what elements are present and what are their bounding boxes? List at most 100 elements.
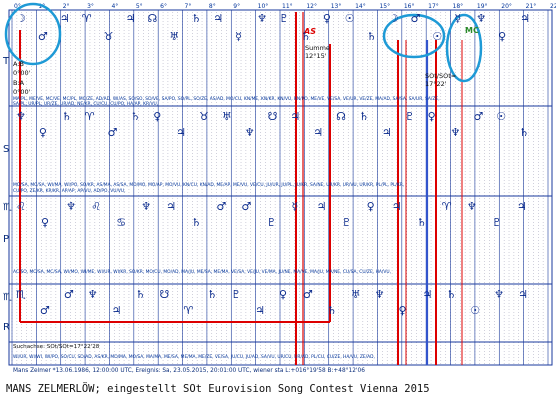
planet-glyph: ♆ [494,288,504,301]
planet-glyph: ♂ [40,304,50,317]
planet-glyph: ♆ [141,200,151,213]
planet-glyph: ♇ [279,12,289,25]
planet-glyph: ☊ [336,110,346,123]
planet-glyph: ♃ [60,12,70,25]
planet-glyph: ♃ [255,304,265,317]
degree-label: 3° [87,3,94,10]
degree-labels: 0° 1° 2° 3° 4° 5° 6° 7° 8° 9° 10° 11° 12° 13° 14° 15° 16… [14,3,556,10]
planet-glyph: ♄ [62,110,72,123]
planet-glyph: ♂ [64,288,74,301]
planet-glyph: ♄ [327,304,337,317]
planet-glyph: ♈ [442,200,452,213]
planet-glyph: ♄ [417,216,427,229]
planet-glyph: ♂ [38,30,48,43]
planet-glyph: ♃ [313,126,323,139]
planet-glyph: ♄ [207,288,217,301]
aspect-row: WI/UR, WI/WI, WI/PO, SO/CU, SO/AD, AS/KR… [13,354,375,360]
planet-glyph: ☽ [16,12,26,25]
degree-label: 6° [160,3,167,10]
planet-glyph: ☋ [159,288,169,301]
degree-label: 2° [63,3,70,10]
highlight-circle-middle [382,13,446,59]
degree-label: 22° [550,3,556,10]
planet-glyph: ♆ [245,126,255,139]
planet-glyph: ♄ [519,126,529,139]
planet-glyph: ♇ [342,216,352,229]
planet-glyph: ♃ [518,288,528,301]
planet-glyph: ♆ [451,126,461,139]
astrology-graphic-ephemeris: 0° 1° 2° 3° 4° 5° 6° 7° 8° 9° 10° 11° 12° 13° 14° 15° 16… [2,2,556,374]
planet-glyph: ♄ [359,110,369,123]
planet-glyph: ♆ [88,288,98,301]
planet-glyph: ♇ [231,288,241,301]
planet-glyph: ♂ [241,200,251,213]
search-axis-label: Suchachse: SOt/SOt=17°22'28 [13,344,100,350]
planet-glyph: ♀ [399,304,407,317]
planet-glyph: ♃ [392,200,402,213]
planet-glyph: ☿ [292,200,299,213]
aspect-row: SA/PL, UR/PL, UR/ZE, UR/AD, NE/KR, CU/CU… [13,101,158,107]
chart-frame [8,9,553,366]
degree-label: 20° [501,3,512,10]
degree-label: 10° [258,3,269,10]
degree-label: 14° [355,3,366,10]
planet-glyph: ♃ [112,304,122,317]
ab-label: A:B [13,60,24,68]
planet-glyph: ♃ [213,12,223,25]
planet-glyph: ♀ [41,216,49,229]
degree-label: 0° [14,3,21,10]
planet-glyph: ♃ [520,12,530,25]
planet-glyph: ☽ [389,12,399,25]
planet-glyph: ♄ [367,30,377,43]
mc-marker: MC [465,26,479,35]
planet-glyph: ♂ [303,288,313,301]
ba-label: B:A [13,79,25,87]
planet-glyph: ♂ [411,12,421,25]
row-glyph-s: ♏ [3,202,12,213]
planet-glyph: ♃ [422,288,432,301]
ab-degree: 0°00' [13,69,31,77]
planet-glyph: ♈ [183,304,193,317]
planet-glyph: ♆ [476,12,486,25]
planet-glyph: ☿ [235,30,242,43]
planet-glyph: ♀ [39,126,47,139]
planet-glyph: ♄ [136,288,146,301]
planet-glyph: ♆ [257,12,267,25]
summe-value: 12°15' [305,52,327,60]
planet-glyph: ♄ [191,216,201,229]
planet-glyph: ♌ [16,200,26,213]
planet-glyph: ♃ [166,200,176,213]
planet-glyph: ♀ [279,288,287,301]
planet-glyph: ☉ [345,12,355,25]
degree-label: 13° [331,3,342,10]
planet-glyphs: ☽ ♂ ♃ ♈ ♉ ♃ ☊ ♅ ♄ ♃ ☿ ♆ ♇ ♄ ♀ ☉ ♄ ☽ ♂ ☉ ☿ ♆ ♀ ♃ ♆ ♀ ♄ ♈ ♂ ♄ ♀ ♃ ♉ ♅ ♆ ☋ ♃ ♃ ☊ ♄… [16,12,530,317]
red-markers [19,12,463,365]
planet-glyph: ♆ [467,200,477,213]
planet-glyph: ♃ [126,12,136,25]
footer-info: Mans Zelmer *13.06.1986, 12:00:00 UTC, E… [13,368,365,374]
aspect-row: CU/PO, ZE/KR, KR/KR, AP/AP, AP/VU, AD/PO… [13,188,126,194]
degree-label: 18° [453,3,464,10]
row-label-s: S [3,144,9,155]
planet-glyph: ♂ [216,200,226,213]
sot-value: 17°22' [425,80,447,88]
degree-label: 4° [111,3,118,10]
planet-glyph: ♄ [130,110,140,123]
row-label-t: T [2,56,10,67]
row-glyph-r: ♏ [3,292,12,303]
row-label-r: R [3,322,10,333]
degree-label: 15° [379,3,390,10]
planet-glyph: ♃ [290,110,300,123]
ba-degree: 0°00' [13,88,31,96]
degree-label: 11° [282,3,293,10]
planet-glyph: ♈ [82,12,92,25]
planet-glyph: ♄ [446,288,456,301]
planet-glyph: ♋ [116,216,126,229]
planet-glyph: ♀ [367,200,375,213]
planet-glyph: ♅ [169,30,179,43]
planet-glyph: ♆ [66,200,76,213]
planet-glyph: ♀ [498,30,506,43]
planet-glyph: ♄ [301,30,311,43]
as-marker: AS [303,27,316,36]
planet-glyph: ♃ [517,200,527,213]
